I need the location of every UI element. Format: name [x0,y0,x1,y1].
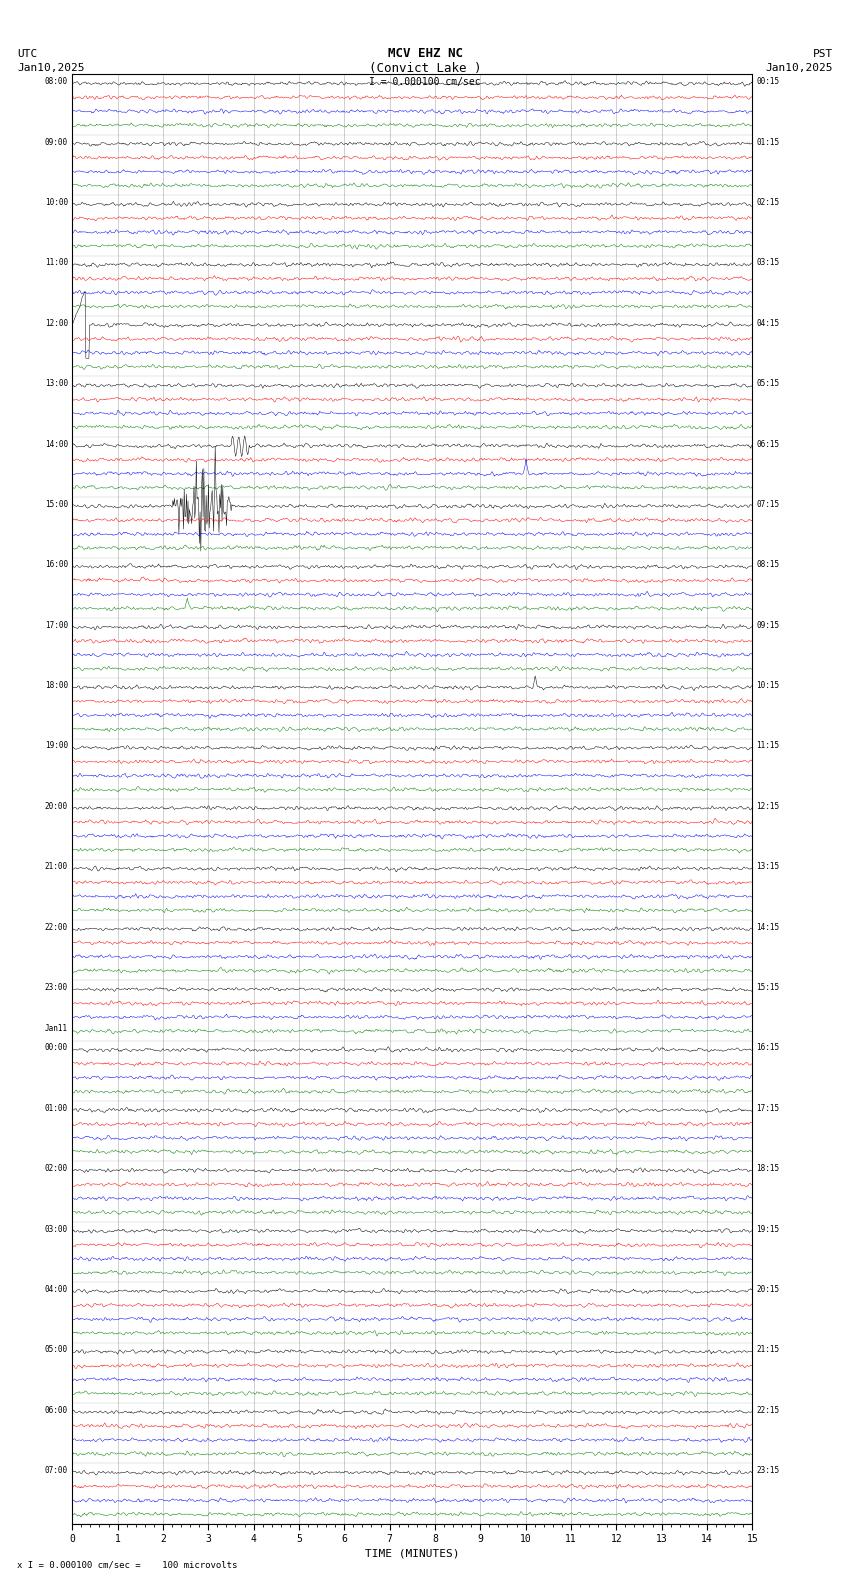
Text: 21:15: 21:15 [756,1345,779,1354]
Text: 02:15: 02:15 [756,198,779,208]
Text: MCV EHZ NC: MCV EHZ NC [388,48,462,60]
Text: PST: PST [813,49,833,59]
Text: 12:15: 12:15 [756,802,779,811]
Text: 21:00: 21:00 [45,862,68,871]
Text: 15:15: 15:15 [756,984,779,992]
Text: 11:00: 11:00 [45,258,68,268]
Text: 07:15: 07:15 [756,501,779,508]
Text: 22:00: 22:00 [45,922,68,931]
Text: 20:15: 20:15 [756,1285,779,1294]
Text: 05:15: 05:15 [756,379,779,388]
Text: 03:00: 03:00 [45,1224,68,1234]
Text: Jan10,2025: Jan10,2025 [17,63,84,73]
Text: 18:15: 18:15 [756,1164,779,1174]
Text: 11:15: 11:15 [756,741,779,751]
Text: 16:15: 16:15 [756,1044,779,1052]
Text: 19:00: 19:00 [45,741,68,751]
Text: Jan11: Jan11 [45,1025,68,1033]
Text: 23:15: 23:15 [756,1467,779,1475]
Text: 05:00: 05:00 [45,1345,68,1354]
Text: 13:00: 13:00 [45,379,68,388]
Text: 13:15: 13:15 [756,862,779,871]
Text: 22:15: 22:15 [756,1405,779,1415]
Text: UTC: UTC [17,49,37,59]
Text: 14:00: 14:00 [45,439,68,448]
Text: 15:00: 15:00 [45,501,68,508]
Text: 04:15: 04:15 [756,318,779,328]
Text: 17:15: 17:15 [756,1104,779,1114]
Text: 23:00: 23:00 [45,984,68,992]
Text: 01:15: 01:15 [756,138,779,147]
Text: 16:00: 16:00 [45,561,68,569]
Text: 09:15: 09:15 [756,621,779,630]
Text: 08:15: 08:15 [756,561,779,569]
Text: 10:15: 10:15 [756,681,779,691]
Text: 00:00: 00:00 [45,1044,68,1052]
Text: 12:00: 12:00 [45,318,68,328]
Text: 08:00: 08:00 [45,78,68,86]
Text: 03:15: 03:15 [756,258,779,268]
Text: 01:00: 01:00 [45,1104,68,1114]
Text: 14:15: 14:15 [756,922,779,931]
Text: I = 0.000100 cm/sec: I = 0.000100 cm/sec [369,78,481,87]
Text: 06:15: 06:15 [756,439,779,448]
Text: 20:00: 20:00 [45,802,68,811]
Text: (Convict Lake ): (Convict Lake ) [369,62,481,74]
Text: 17:00: 17:00 [45,621,68,630]
Text: 19:15: 19:15 [756,1224,779,1234]
Text: x I = 0.000100 cm/sec =    100 microvolts: x I = 0.000100 cm/sec = 100 microvolts [17,1560,237,1570]
Text: 00:15: 00:15 [756,78,779,86]
Text: 10:00: 10:00 [45,198,68,208]
Text: Jan10,2025: Jan10,2025 [766,63,833,73]
Text: 07:00: 07:00 [45,1467,68,1475]
Text: 04:00: 04:00 [45,1285,68,1294]
Text: 06:00: 06:00 [45,1405,68,1415]
Text: 18:00: 18:00 [45,681,68,691]
Text: 02:00: 02:00 [45,1164,68,1174]
X-axis label: TIME (MINUTES): TIME (MINUTES) [365,1549,460,1559]
Text: 09:00: 09:00 [45,138,68,147]
